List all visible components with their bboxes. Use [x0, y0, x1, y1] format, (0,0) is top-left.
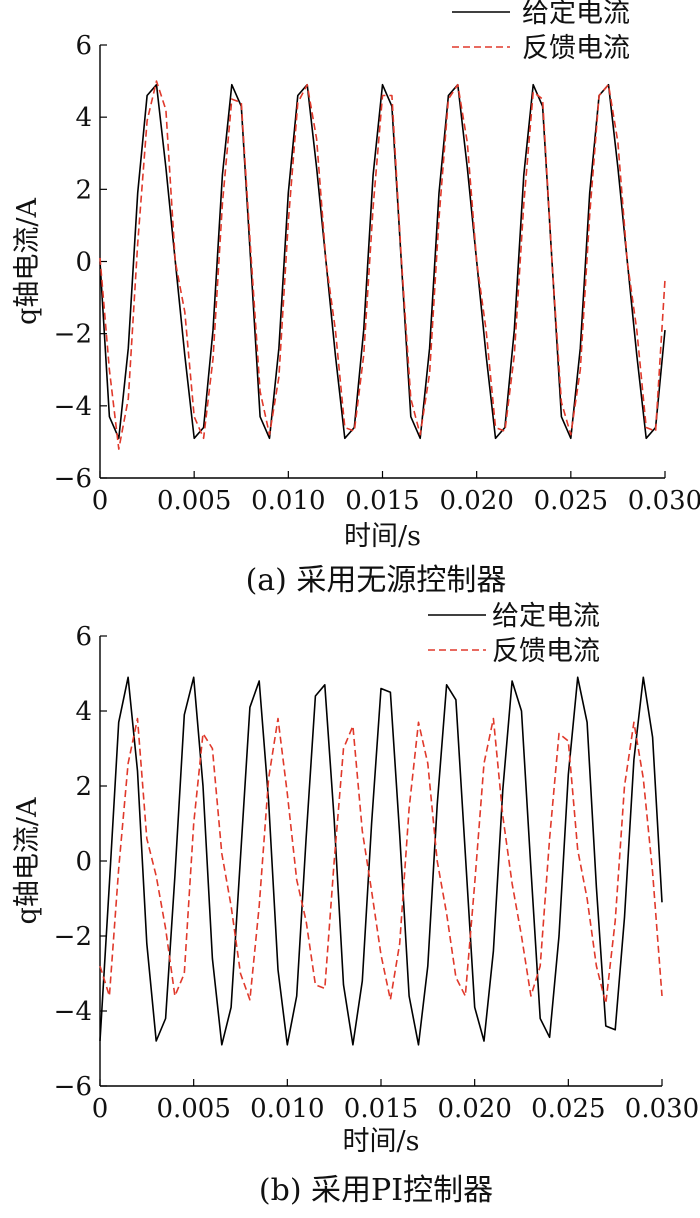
y-tick-label: 6 — [75, 622, 92, 652]
y-tick-label: −2 — [54, 922, 92, 952]
y-axis-title: q轴电流/A — [12, 198, 43, 325]
y-tick-label: −2 — [54, 320, 92, 350]
x-tick-label: 0.015 — [344, 1094, 418, 1124]
x-tick-label: 0.020 — [437, 1094, 511, 1124]
x-axis-title: 时间/s — [343, 1126, 420, 1157]
x-tick-label: 0.025 — [534, 486, 608, 516]
x-tick-label: 0.010 — [251, 486, 325, 516]
legend-label: 反馈电流 — [522, 33, 630, 64]
series-line-feedback — [99, 717, 663, 1005]
y-tick-label: −6 — [54, 1072, 92, 1102]
series-line-feedback — [99, 80, 666, 450]
x-tick-label: 0.005 — [156, 1094, 230, 1124]
y-tick-label: −6 — [54, 464, 92, 494]
series-line-reference — [99, 676, 663, 1046]
y-tick-label: −4 — [54, 392, 92, 422]
y-tick-label: 4 — [75, 697, 92, 727]
figure-caption: (a) 采用无源控制器 — [246, 563, 507, 598]
y-tick-label: −4 — [54, 997, 92, 1027]
x-tick-label: 0.020 — [439, 486, 513, 516]
y-tick-label: 6 — [75, 31, 92, 61]
y-tick-label: 2 — [75, 772, 92, 802]
x-tick-label: 0.015 — [345, 486, 419, 516]
y-tick-label: 0 — [75, 847, 92, 877]
series-line-reference — [99, 83, 666, 440]
y-tick-label: 0 — [75, 248, 92, 278]
figure-caption: (b) 采用PI控制器 — [259, 1173, 493, 1208]
panel-b: −6 −4 −2 0 2 4 6 0 0.005 0.010 0.015 0.020 0.025 0.03… — [12, 601, 699, 1208]
x-tick-label: 0.025 — [531, 1094, 605, 1124]
x-axis-title: 时间/s — [344, 521, 421, 552]
x-tick-label: 0.010 — [250, 1094, 324, 1124]
y-tick-label: 4 — [75, 103, 92, 133]
x-tick-label: 0.030 — [625, 1094, 699, 1124]
y-tick-label: 2 — [75, 175, 92, 205]
legend-label: 反馈电流 — [492, 636, 600, 667]
legend-label: 给定电流 — [522, 0, 630, 29]
x-tick-label: 0 — [92, 1094, 109, 1124]
panel-a: −6 −4 −2 0 2 4 6 0 0.005 0.010 0.015 0.020 0.025 0.03… — [12, 0, 700, 598]
y-axis-title: q轴电流/A — [12, 797, 43, 924]
x-tick-label: 0 — [92, 486, 109, 516]
legend-label: 给定电流 — [492, 601, 600, 632]
x-tick-label: 0.030 — [628, 486, 700, 516]
x-tick-label: 0.005 — [157, 486, 231, 516]
